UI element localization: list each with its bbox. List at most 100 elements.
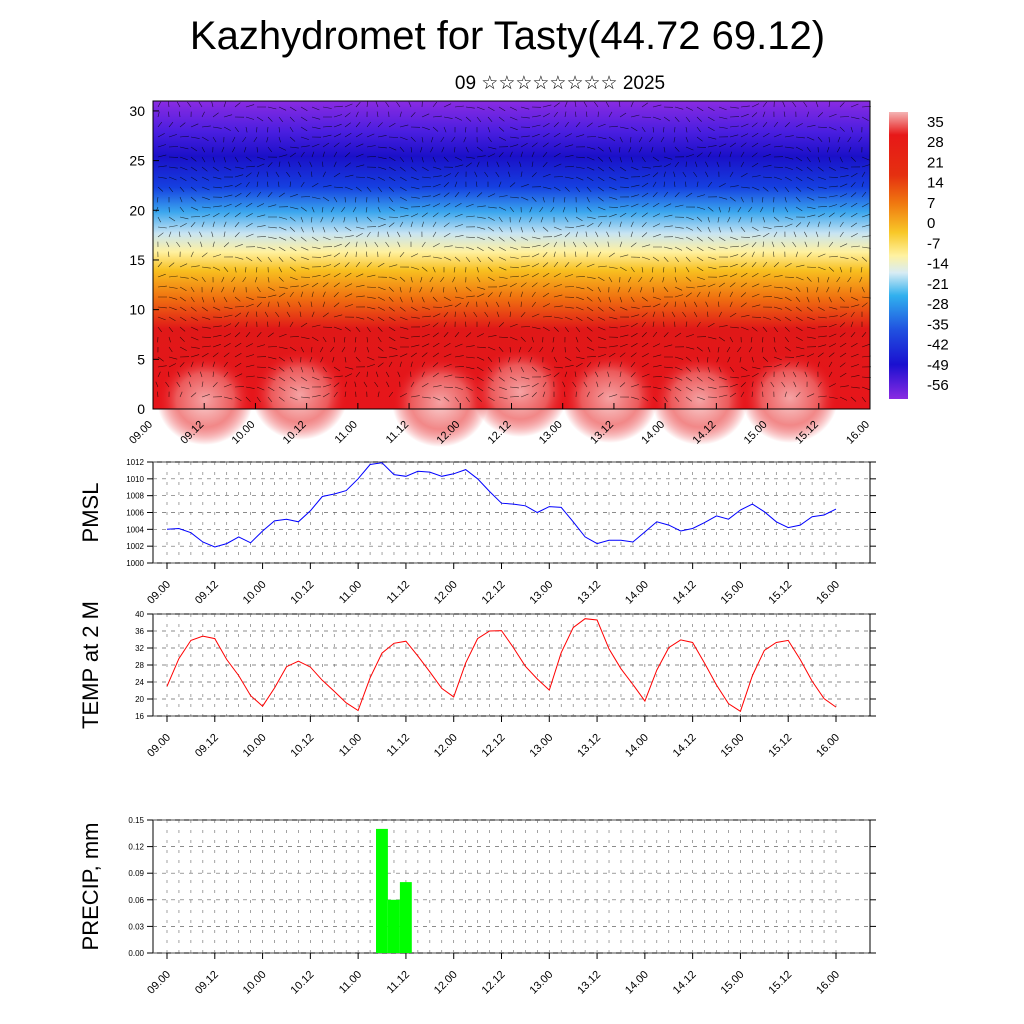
- colorbar-label: 35: [927, 114, 944, 131]
- x-tick-label: 12.00: [432, 969, 460, 997]
- panel-frame: [152, 613, 871, 717]
- y-tick-label: 30: [129, 103, 145, 119]
- colorbar-label: -28: [927, 296, 949, 313]
- wind-vectors: [155, 101, 872, 403]
- y-tick-label: 1010: [126, 475, 144, 484]
- x-tick-label: 14.00: [623, 969, 651, 997]
- x-tick-label: 09.12: [193, 732, 221, 760]
- x-tick-label: 14.12: [671, 579, 699, 607]
- x-tick-label: 11.12: [385, 579, 412, 606]
- colorbar-label: -35: [927, 316, 949, 333]
- panel-frame: [152, 461, 871, 564]
- x-tick-label: 11.12: [385, 732, 412, 759]
- warm-core: [472, 347, 568, 437]
- x-tick-label: 13.12: [575, 969, 603, 997]
- x-tick-label: 10.12: [289, 732, 317, 760]
- x-tick-label: 13.00: [527, 969, 555, 997]
- panel-frame: [152, 819, 871, 954]
- x-tick-label: 09.00: [145, 969, 173, 997]
- y-tick-label: 24: [135, 678, 144, 687]
- y-tick-label: 15: [129, 252, 145, 268]
- colorbar-label: 0: [927, 215, 935, 232]
- temp-panel: 16 20 24 28 32 36 40 09.00 09.12 10.00 10.12 11.00 1…: [78, 601, 876, 760]
- y-tick-label: 1000: [126, 559, 144, 568]
- x-tick-label: 10.00: [241, 969, 269, 997]
- x-tick-label: 09.12: [193, 579, 221, 607]
- colorbar: 35 28 21 14 7 0 -7 -14 -21 -28 -35 -42 -49 -56: [889, 112, 949, 399]
- x-tick-label: 15.12: [766, 969, 794, 997]
- x-tick-label: 12.12: [480, 579, 508, 607]
- y-tick-label: 16: [135, 712, 144, 721]
- x-tick-label: 15.12: [766, 732, 794, 760]
- warm-core: [252, 350, 348, 440]
- colorbar-label: -14: [927, 256, 949, 273]
- y-tick-label: 0.06: [128, 896, 144, 905]
- precip-bar: [376, 828, 388, 953]
- x-tick-label: 10.00: [241, 579, 269, 607]
- x-tick-label: 13.12: [575, 579, 603, 607]
- colorbar-label: -42: [927, 337, 949, 354]
- x-tick-label: 16.00: [814, 732, 842, 760]
- y-axis-label: TEMP at 2 M: [78, 601, 103, 729]
- y-axis-label: PRECIP, mm: [78, 823, 103, 951]
- pmsl-series-line: [166, 462, 837, 548]
- precip-bar: [388, 899, 400, 953]
- x-tick-label: 11.12: [385, 969, 412, 996]
- y-tick-label: 10: [129, 302, 145, 318]
- colorbar-label: -21: [927, 276, 949, 293]
- y-tick-label: 1012: [126, 458, 144, 467]
- colorbar-label: -7: [927, 235, 940, 252]
- warm-core: [157, 355, 253, 445]
- chart-title: Kazhydromet for Tasty(44.72 69.12): [189, 14, 826, 58]
- x-tick-label: 13.00: [527, 732, 555, 760]
- colorbar-label: 14: [927, 175, 944, 192]
- x-tick-label: 13.00: [527, 579, 555, 607]
- y-tick-label: 0.15: [128, 816, 144, 825]
- colorbar-scale: [889, 112, 908, 399]
- x-tick-label: 09.00: [145, 579, 173, 607]
- y-tick-label: 0.12: [128, 843, 144, 852]
- precip-panel: 0.00 0.03 0.06 0.09 0.12 0.15 09.00 09.12 10.00 1…: [78, 816, 876, 997]
- y-tick-label: 0.00: [128, 949, 144, 958]
- x-tick-label: 11.00: [337, 732, 364, 759]
- y-tick-label: 20: [129, 202, 145, 218]
- y-tick-label: 1006: [126, 509, 144, 518]
- y-tick-label: 1004: [126, 525, 144, 534]
- y-tick-label: 5: [137, 351, 145, 367]
- x-tick-label: 15.00: [719, 579, 747, 607]
- y-tick-label: 20: [135, 695, 144, 704]
- x-tick-label: 14.00: [623, 732, 651, 760]
- x-tick-label: 14.12: [671, 732, 699, 760]
- x-tick-label: 15.00: [719, 732, 747, 760]
- pmsl-panel: 1000 1002 1004 1006 1008 1010 1012 09.00 09.12 10…: [78, 458, 876, 607]
- x-tick-label: 09.12: [193, 969, 221, 997]
- colorbar-label: 7: [927, 195, 935, 212]
- y-tick-label: 32: [135, 644, 144, 653]
- x-tick-label: 10.00: [241, 732, 269, 760]
- y-tick-label: 40: [135, 610, 144, 619]
- x-tick-label: 11.00: [337, 579, 364, 606]
- colorbar-label: -56: [927, 377, 949, 394]
- y-tick-label: 0.03: [128, 922, 144, 931]
- x-tick-label: 10.12: [289, 969, 317, 997]
- x-tick-label: 11.00: [337, 969, 364, 996]
- x-tick-label: 14.12: [671, 969, 699, 997]
- x-tick-label: 09.00: [145, 732, 173, 760]
- colorbar-label: -49: [927, 357, 949, 374]
- precip-bar: [399, 882, 412, 953]
- x-tick-label: 12.00: [432, 579, 460, 607]
- colorbar-label: 21: [927, 154, 944, 171]
- x-tick-label: 14.00: [623, 579, 651, 607]
- x-tick-label: 16.00: [844, 419, 872, 447]
- y-tick-label: 25: [129, 153, 145, 169]
- x-tick-label: 15.00: [719, 969, 747, 997]
- x-tick-label: 12.12: [480, 969, 508, 997]
- x-tick-label: 16.00: [814, 579, 842, 607]
- x-tick-label: 09.00: [127, 419, 155, 447]
- y-tick-label: 0: [137, 401, 145, 417]
- y-tick-label: 1002: [126, 542, 144, 551]
- x-tick-label: 12.00: [432, 732, 460, 760]
